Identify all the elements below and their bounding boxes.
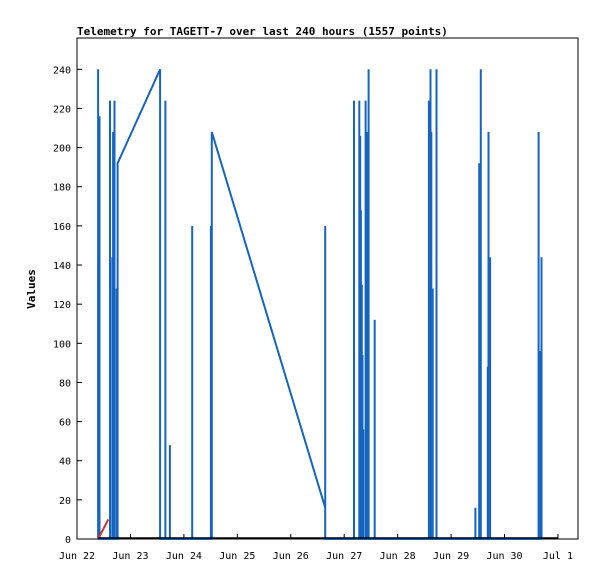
y-tick-label: 240 xyxy=(53,65,71,76)
y-tick-label: 120 xyxy=(53,300,71,311)
x-tick-label: Jun 22 xyxy=(59,551,95,562)
series-layer xyxy=(97,68,558,540)
y-tick-label: 40 xyxy=(59,457,71,468)
x-tick-label: Jun 28 xyxy=(380,551,416,562)
x-tick-label: Jun 26 xyxy=(273,551,309,562)
x-tick-label: Jun 24 xyxy=(166,551,202,562)
y-tick-label: 100 xyxy=(53,339,71,350)
x-tick-label: Jun 23 xyxy=(112,551,148,562)
x-tick-label: Jun 29 xyxy=(433,551,469,562)
y-tick-label: 20 xyxy=(59,496,71,507)
y-tick-label: 220 xyxy=(53,104,71,115)
y-tick-label: 0 xyxy=(65,535,71,546)
chart-title: Telemetry for TAGETT-7 over last 240 hou… xyxy=(77,25,448,38)
x-tick-label: Jun 27 xyxy=(326,551,362,562)
x-tick-label: Jun 30 xyxy=(486,551,522,562)
y-axis: 0 20 40 60 80 100 120 140 160 180 200 220 240 xyxy=(53,65,82,546)
plot-area xyxy=(76,37,579,540)
series-line xyxy=(97,518,110,540)
y-tick-label: 80 xyxy=(59,378,71,389)
series-line xyxy=(97,68,543,540)
y-axis-label: Values xyxy=(25,269,38,309)
x-tick-label: Jun 25 xyxy=(219,551,255,562)
y-tick-label: 140 xyxy=(53,261,71,272)
x-tick-label: Jul 1 xyxy=(543,551,573,562)
y-tick-label: 200 xyxy=(53,144,71,155)
y-tick-label: 60 xyxy=(59,418,71,429)
y-tick-label: 180 xyxy=(53,183,71,194)
y-tick-label: 160 xyxy=(53,222,71,233)
